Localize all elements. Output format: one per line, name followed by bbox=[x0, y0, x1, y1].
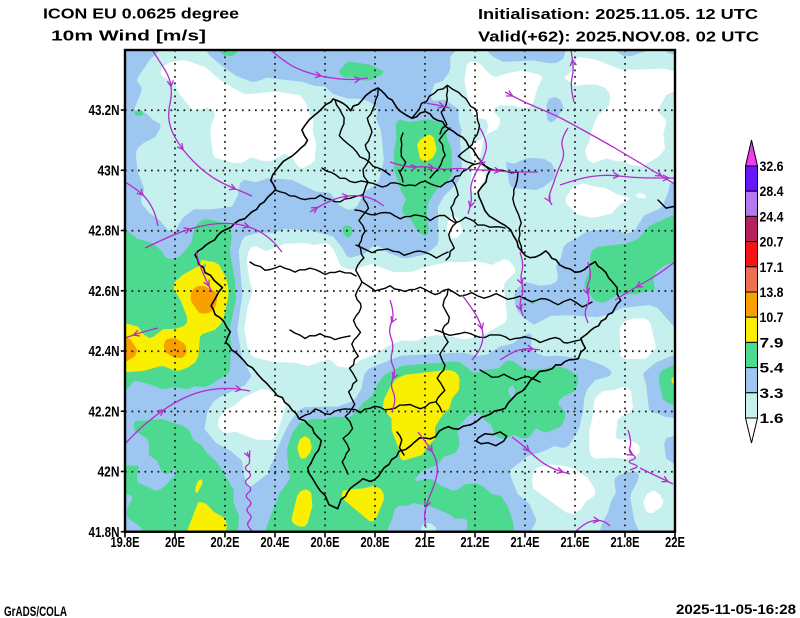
svg-text:13.8: 13.8 bbox=[760, 285, 784, 300]
svg-text:32.6: 32.6 bbox=[760, 159, 784, 174]
svg-text:17.1: 17.1 bbox=[760, 260, 784, 275]
svg-text:21.6E: 21.6E bbox=[561, 534, 590, 551]
svg-text:21E: 21E bbox=[415, 534, 435, 551]
svg-text:Valid(+62): 2025.NOV.08. 02 UT: Valid(+62): 2025.NOV.08. 02 UTC bbox=[478, 30, 760, 46]
svg-text:21.2E: 21.2E bbox=[461, 534, 490, 551]
svg-text:20.4E: 20.4E bbox=[261, 534, 290, 551]
svg-text:1.6: 1.6 bbox=[760, 411, 785, 426]
svg-text:20E: 20E bbox=[165, 534, 185, 551]
svg-text:7.9: 7.9 bbox=[760, 335, 784, 350]
svg-text:GrADS/COLA: GrADS/COLA bbox=[4, 603, 67, 618]
svg-text:24.4: 24.4 bbox=[760, 209, 784, 224]
svg-text:42.8N: 42.8N bbox=[89, 223, 120, 240]
svg-text:2025-11-05-16:28: 2025-11-05-16:28 bbox=[676, 601, 796, 617]
svg-text:10m Wind [m/s]: 10m Wind [m/s] bbox=[51, 29, 206, 45]
svg-text:20.6E: 20.6E bbox=[311, 534, 340, 551]
svg-text:10.7: 10.7 bbox=[760, 310, 784, 325]
svg-text:28.4: 28.4 bbox=[760, 184, 784, 199]
svg-text:19.8E: 19.8E bbox=[111, 534, 140, 551]
svg-text:42.6N: 42.6N bbox=[89, 283, 120, 300]
svg-text:22E: 22E bbox=[665, 534, 685, 551]
svg-text:21.8E: 21.8E bbox=[611, 534, 640, 551]
svg-text:Initialisation: 2025.11.05. 12: Initialisation: 2025.11.05. 12 UTC bbox=[478, 7, 759, 23]
svg-text:43.2N: 43.2N bbox=[89, 102, 120, 119]
svg-text:5.4: 5.4 bbox=[760, 361, 785, 376]
svg-text:43N: 43N bbox=[98, 162, 120, 179]
svg-text:3.3: 3.3 bbox=[760, 386, 785, 401]
svg-text:42.2N: 42.2N bbox=[89, 403, 120, 420]
svg-text:20.7: 20.7 bbox=[760, 235, 784, 250]
svg-text:ICON EU 0.0625 degree: ICON EU 0.0625 degree bbox=[43, 7, 239, 23]
svg-text:21.4E: 21.4E bbox=[511, 534, 540, 551]
svg-text:20.8E: 20.8E bbox=[361, 534, 390, 551]
svg-text:42N: 42N bbox=[98, 464, 120, 481]
svg-text:41.8N: 41.8N bbox=[89, 524, 120, 541]
svg-text:20.2E: 20.2E bbox=[211, 534, 240, 551]
svg-text:42.4N: 42.4N bbox=[89, 343, 120, 360]
